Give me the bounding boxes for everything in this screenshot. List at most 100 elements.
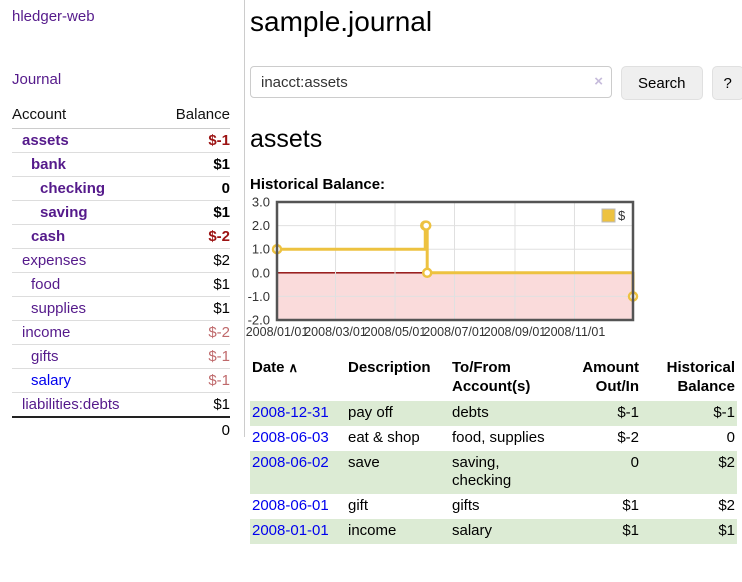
search-form: × Search ? xyxy=(250,66,742,100)
accounts-total-value: 0 xyxy=(221,422,230,439)
main-content: sample.journal × Search ? assets Histori… xyxy=(246,0,742,544)
help-button[interactable]: ? xyxy=(711,66,742,100)
transaction-accounts: saving, checking xyxy=(452,454,512,489)
transaction-date-link[interactable]: 2008-06-01 xyxy=(252,497,329,514)
transaction-amount: 0 xyxy=(562,451,641,494)
account-balance: $-2 xyxy=(156,224,230,249)
account-link[interactable]: checking xyxy=(40,180,106,197)
transaction-date-link[interactable]: 2008-06-02 xyxy=(252,454,329,471)
transaction-amount: $1 xyxy=(562,519,641,544)
svg-text:2008/07/01: 2008/07/01 xyxy=(423,325,486,339)
app-title-link[interactable]: hledger-web xyxy=(12,8,95,25)
account-balance: $-2 xyxy=(156,320,230,345)
legend-label: $ xyxy=(618,208,626,223)
account-row: saving $1 xyxy=(12,200,230,225)
account-row: expenses $2 xyxy=(12,248,230,273)
account-link[interactable]: gifts xyxy=(31,348,59,365)
account-row: salary $-1 xyxy=(12,368,230,393)
transaction-balance: $1 xyxy=(641,519,737,544)
svg-text:2.0: 2.0 xyxy=(252,218,270,233)
page-title: sample.journal xyxy=(250,6,433,37)
account-link[interactable]: supplies xyxy=(31,300,87,317)
account-link[interactable]: liabilities:debts xyxy=(22,396,120,413)
register-header-row: Date ∧ Description To/From Account(s) Amou… xyxy=(250,358,737,401)
transaction-accounts: food, supplies xyxy=(452,429,545,446)
chart-canvas[interactable]: 3.0 2.0 1.0 0.0 -1.0 -2.02008/01/012008/03/01… xyxy=(246,195,742,343)
account-balance: 0 xyxy=(156,176,230,201)
account-balance: $1 xyxy=(156,152,230,177)
account-row: liabilities:debts $1 xyxy=(12,392,230,418)
account-link[interactable]: bank xyxy=(31,156,67,173)
table-row: 2008-06-02 save saving, checking 0 $2 xyxy=(250,451,737,494)
register-header-balance: Historical Balance xyxy=(666,359,735,395)
account-row: gifts $-1 xyxy=(12,344,230,369)
register-header-accounts: To/From Account(s) xyxy=(452,359,531,395)
accounts-header-balance: Balance xyxy=(156,102,230,129)
register-header-description: Description xyxy=(348,359,431,376)
account-link[interactable]: assets xyxy=(22,132,69,149)
svg-text:2008/09/01: 2008/09/01 xyxy=(484,325,547,339)
search-box: × xyxy=(250,66,612,98)
data-point-marker[interactable] xyxy=(421,267,433,279)
transaction-amount: $-1 xyxy=(562,401,641,426)
svg-text:-2.0: -2.0 xyxy=(248,313,270,328)
accounts-total-row: 0 xyxy=(12,417,230,443)
accounts-table: Account Balance assets $-1 bank $1 checking 0… xyxy=(12,102,230,443)
transaction-amount: $1 xyxy=(622,497,639,514)
transaction-balance: 0 xyxy=(726,429,735,446)
svg-text:2008/05/01: 2008/05/01 xyxy=(364,325,427,339)
transaction-description: gift xyxy=(348,497,369,514)
account-balance: $1 xyxy=(156,392,230,418)
clear-search-icon[interactable]: × xyxy=(594,73,603,90)
account-link[interactable]: expenses xyxy=(22,252,87,269)
transaction-description: pay off xyxy=(346,401,450,426)
svg-text:1.0: 1.0 xyxy=(252,242,270,257)
transaction-balance: $2 xyxy=(718,497,735,514)
account-link[interactable]: cash xyxy=(31,228,66,245)
search-input[interactable] xyxy=(250,66,612,98)
svg-text:-1.0: -1.0 xyxy=(248,289,270,304)
transaction-accounts: debts xyxy=(452,404,489,421)
account-balance: $1 xyxy=(156,200,230,225)
transaction-date-link[interactable]: 2008-06-03 xyxy=(252,429,329,446)
table-row: 2008-06-01 gift gifts $1 $2 xyxy=(250,494,737,519)
account-link[interactable]: food xyxy=(31,276,61,293)
svg-text:2008/11/01: 2008/11/01 xyxy=(544,325,606,339)
search-button[interactable]: Search xyxy=(621,66,703,100)
data-point-marker[interactable] xyxy=(420,220,432,231)
sidebar: hledger-web Journal Account Balance asse… xyxy=(0,0,245,439)
accounts-total-spacer xyxy=(12,417,157,443)
svg-text:0.0: 0.0 xyxy=(252,265,270,280)
transaction-description: income xyxy=(346,519,450,544)
account-row: checking 0 xyxy=(12,176,230,201)
account-link[interactable]: salary xyxy=(31,372,72,389)
account-row: supplies $1 xyxy=(12,296,230,321)
table-row: 2008-01-01 income salary $1 $1 xyxy=(250,519,737,544)
account-balance: $2 xyxy=(156,248,230,273)
register-table: Date ∧ Description To/From Account(s) Amou… xyxy=(250,358,737,544)
sort-asc-icon: ∧ xyxy=(288,360,299,375)
table-row: 2008-12-31 pay off debts $-1 $-1 xyxy=(250,401,737,426)
transaction-amount: $-2 xyxy=(617,429,639,446)
sidebar-nav-journal[interactable]: Journal xyxy=(12,71,62,88)
transaction-description: save xyxy=(346,451,450,494)
historical-balance-chart[interactable]: 3.0 2.0 1.0 0.0 -1.0 -2.0 2008/01/01 2008/03/01… xyxy=(246,195,742,343)
table-row: 2008-06-03 eat & shop food, supplies $-2 0 xyxy=(250,426,737,451)
account-balance: $1 xyxy=(156,296,230,321)
svg-text:3.0: 3.0 xyxy=(252,195,270,210)
transaction-date-link[interactable]: 2008-12-31 xyxy=(252,404,329,421)
legend-swatch xyxy=(601,208,616,223)
account-balance: $1 xyxy=(156,272,230,297)
account-link[interactable]: saving xyxy=(40,204,88,221)
transaction-date-link[interactable]: 2008-01-01 xyxy=(252,522,329,539)
transaction-accounts: salary xyxy=(452,522,493,539)
register-header-date[interactable]: Date ∧ xyxy=(250,358,346,401)
account-row: food $1 xyxy=(12,272,230,297)
account-link[interactable]: income xyxy=(22,324,71,341)
account-heading: assets xyxy=(250,125,323,153)
svg-text:2008/01/01: 2008/01/01 xyxy=(246,325,309,339)
account-row: cash $-2 xyxy=(12,224,230,249)
svg-text:2008/03/01: 2008/03/01 xyxy=(304,325,367,339)
chart-title: Historical Balance: xyxy=(250,176,386,193)
